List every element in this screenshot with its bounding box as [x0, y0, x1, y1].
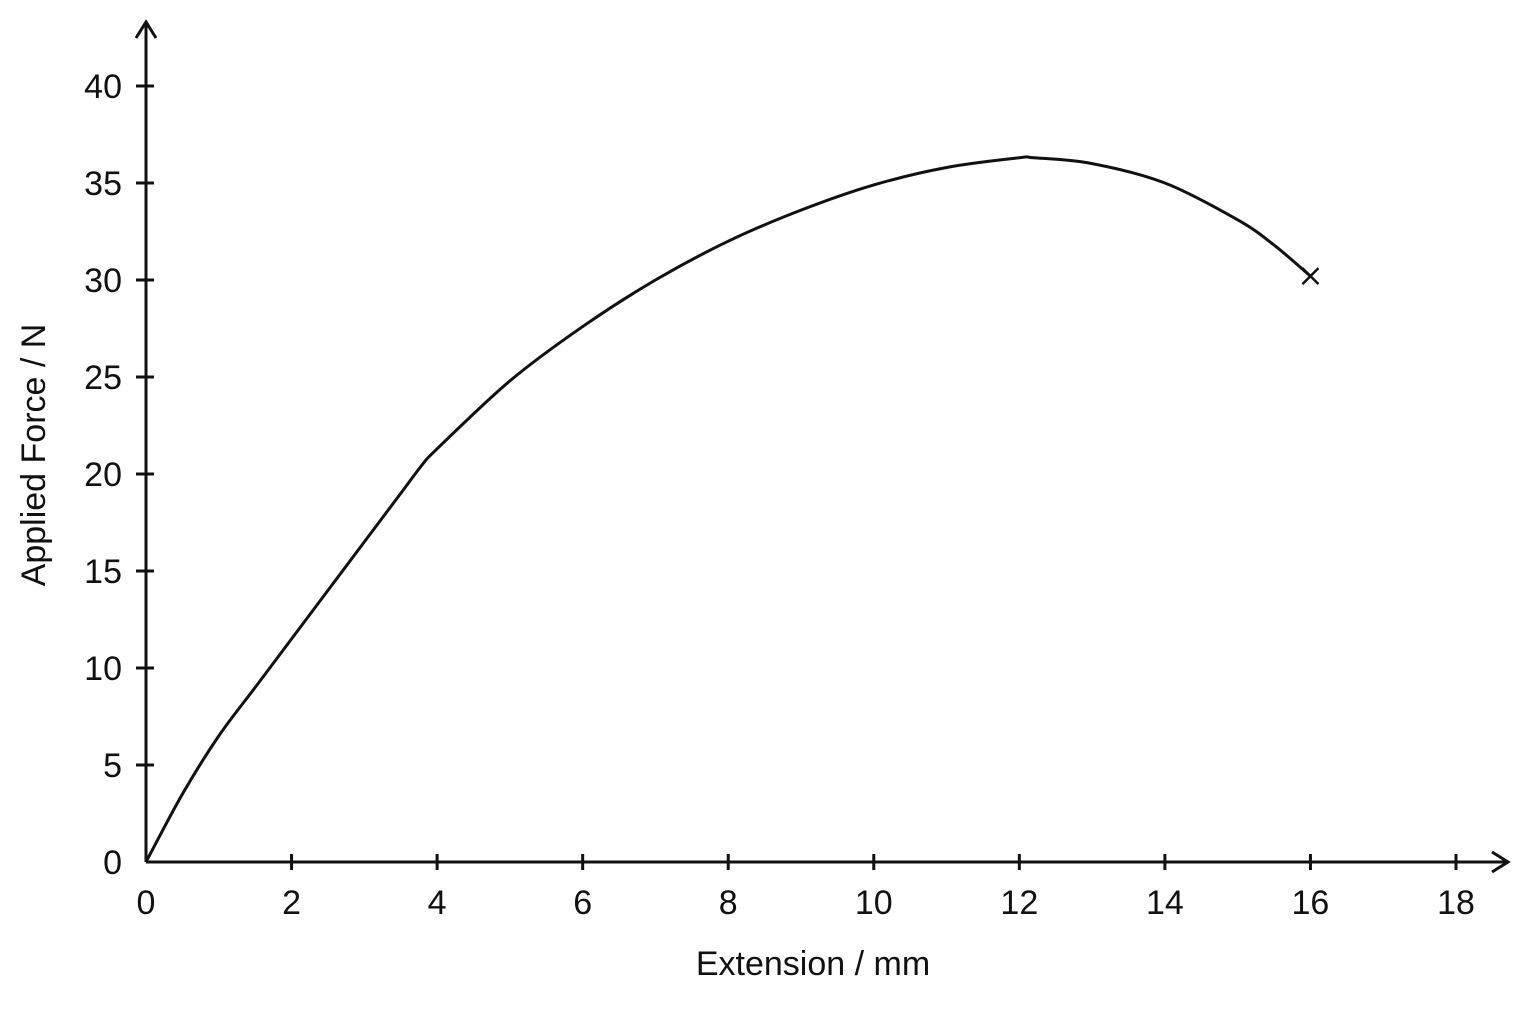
fracture-cross-marker [1301, 267, 1320, 286]
x-tick-label: 18 [1437, 884, 1475, 922]
x-tick-label: 4 [428, 884, 447, 922]
y-tick-label: 0 [103, 844, 122, 882]
x-axis-arrowhead [1491, 850, 1511, 874]
y-axis-arrowhead [134, 19, 158, 39]
y-tick-label: 35 [84, 165, 122, 203]
y-tick-label: 10 [84, 650, 122, 688]
x-tick-label: 6 [573, 884, 592, 922]
x-tick-label: 0 [137, 884, 156, 922]
x-tick-label: 2 [282, 884, 301, 922]
y-tick-label: 5 [103, 747, 122, 785]
y-tick-label: 20 [84, 456, 122, 494]
x-tick-label: 14 [1146, 884, 1184, 922]
y-tick-label: 25 [84, 359, 122, 397]
y-tick-label: 15 [84, 553, 122, 591]
x-ticks: 0 2 4 6 8 10 12 14 16 18 [137, 854, 1475, 922]
y-tick-label: 40 [84, 68, 122, 106]
x-tick-label: 8 [719, 884, 738, 922]
x-axis: 0 2 4 6 8 10 12 14 16 18 Extension / mm [137, 850, 1511, 983]
y-tick-label: 30 [84, 262, 122, 300]
x-axis-title: Extension / mm [696, 945, 930, 983]
x-tick-label: 16 [1292, 884, 1330, 922]
y-axis-title: Applied Force / N [15, 324, 53, 587]
cross-marker-stroke [1301, 267, 1320, 286]
y-ticks: 0 5 10 15 20 25 30 35 40 [84, 68, 154, 882]
force-extension-curve [144, 155, 1312, 863]
x-tick-label: 10 [855, 884, 893, 922]
x-tick-label: 12 [1000, 884, 1038, 922]
y-axis: 0 5 10 15 20 25 30 35 40 Applied Force / N [15, 19, 158, 882]
